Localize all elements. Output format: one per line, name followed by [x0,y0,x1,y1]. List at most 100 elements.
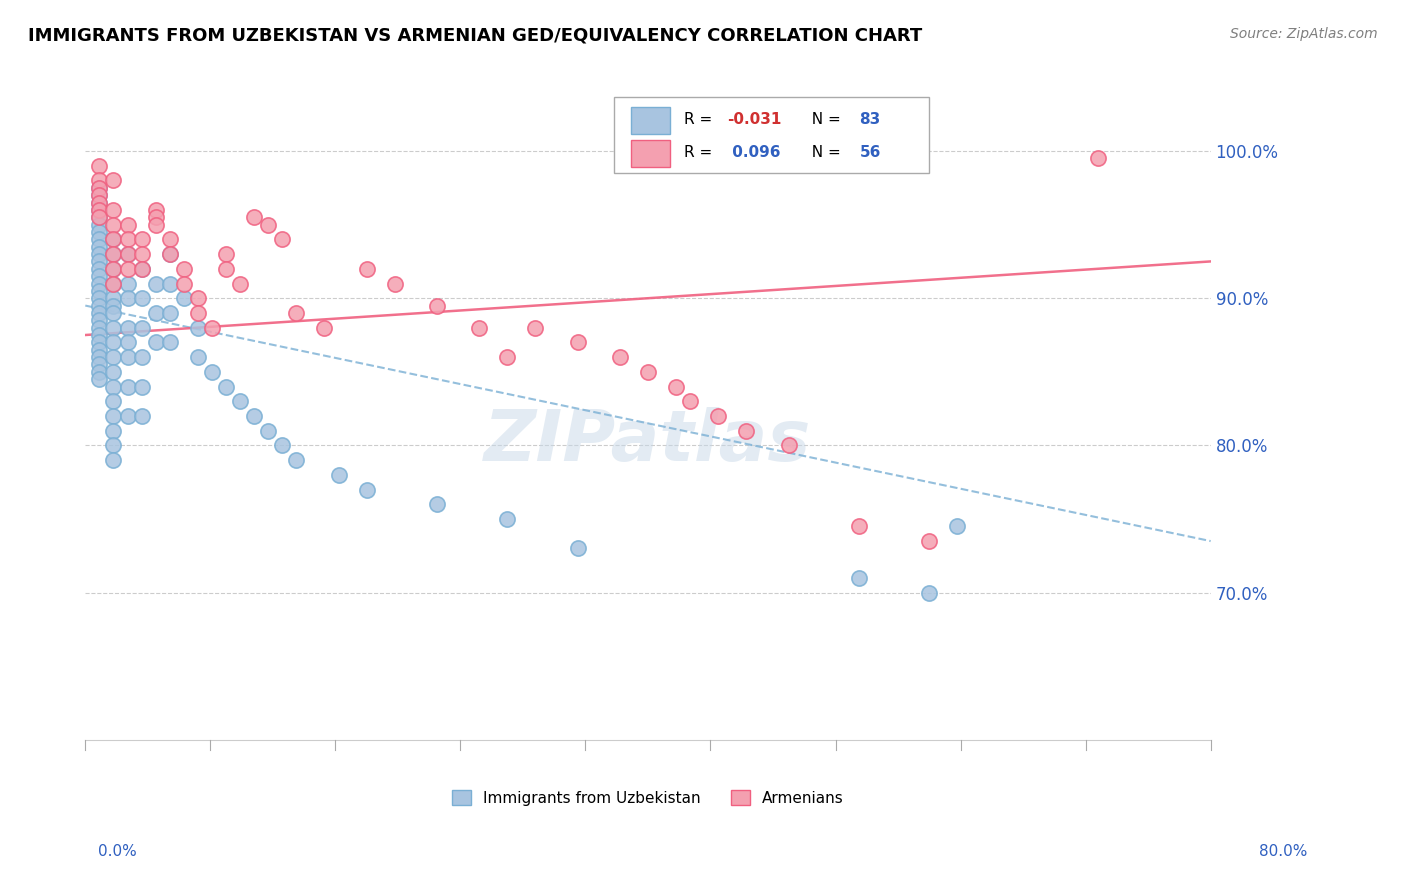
Point [117,320,139,334]
Point [103,277,125,291]
Point [1087,152,1109,166]
Point [103,261,125,276]
Point [103,232,125,246]
Point [145,218,167,232]
Point [89,350,111,364]
Point [159,247,181,261]
Point [117,379,139,393]
Point [215,261,238,276]
Point [173,291,195,305]
Point [131,379,153,393]
Point [257,424,280,438]
Point [103,247,125,261]
Point [89,188,111,202]
Point [243,211,266,225]
Text: N =: N = [803,112,846,127]
Point [201,365,224,379]
Point [215,379,238,393]
Text: 83: 83 [859,112,880,127]
Text: R =: R = [683,112,717,127]
Point [384,277,406,291]
Point [257,218,280,232]
Point [89,247,111,261]
Text: Source: ZipAtlas.com: Source: ZipAtlas.com [1230,27,1378,41]
Point [187,306,209,320]
Point [117,247,139,261]
Point [89,372,111,386]
Point [103,291,125,305]
Point [159,247,181,261]
Point [215,247,238,261]
Point [117,409,139,423]
Point [145,211,167,225]
Text: 0.096: 0.096 [727,145,780,160]
Point [89,181,111,195]
Point [89,254,111,268]
Point [131,350,153,364]
Point [103,247,125,261]
Point [145,277,167,291]
Point [103,438,125,452]
Point [103,350,125,364]
Text: IMMIGRANTS FROM UZBEKISTAN VS ARMENIAN GED/EQUIVALENCY CORRELATION CHART: IMMIGRANTS FROM UZBEKISTAN VS ARMENIAN G… [28,27,922,45]
Text: ZIPatlas: ZIPatlas [484,408,811,476]
Point [356,261,378,276]
Point [103,394,125,409]
Point [103,299,125,313]
Point [201,320,224,334]
Text: 0.0%: 0.0% [98,845,138,859]
Point [103,218,125,232]
Point [89,225,111,239]
Point [89,277,111,291]
Text: -0.031: -0.031 [727,112,782,127]
Point [426,497,449,511]
Point [271,232,294,246]
Point [117,291,139,305]
Point [328,467,350,482]
Point [567,541,589,556]
Point [131,247,153,261]
Point [187,291,209,305]
Point [173,277,195,291]
Point [707,409,730,423]
Point [159,335,181,350]
Point [131,261,153,276]
FancyBboxPatch shape [631,107,671,134]
Point [103,424,125,438]
Point [131,261,153,276]
Point [89,218,111,232]
Point [735,424,758,438]
Point [131,291,153,305]
Point [356,483,378,497]
Point [187,320,209,334]
Point [918,534,941,549]
Point [103,379,125,393]
Point [103,261,125,276]
Point [89,202,111,217]
Point [131,320,153,334]
FancyBboxPatch shape [631,140,671,167]
Point [426,299,449,313]
Point [103,365,125,379]
Point [89,365,111,379]
Point [187,350,209,364]
Point [496,350,519,364]
Point [89,173,111,187]
Point [103,335,125,350]
Point [89,188,111,202]
Point [103,409,125,423]
Point [285,306,308,320]
Point [243,409,266,423]
Point [117,247,139,261]
FancyBboxPatch shape [614,97,929,173]
Point [89,232,111,246]
Point [285,453,308,467]
Point [145,335,167,350]
Point [918,585,941,599]
Point [229,277,252,291]
Point [468,320,491,334]
Point [778,438,800,452]
Text: 80.0%: 80.0% [1260,845,1308,859]
Point [131,232,153,246]
Point [89,269,111,284]
